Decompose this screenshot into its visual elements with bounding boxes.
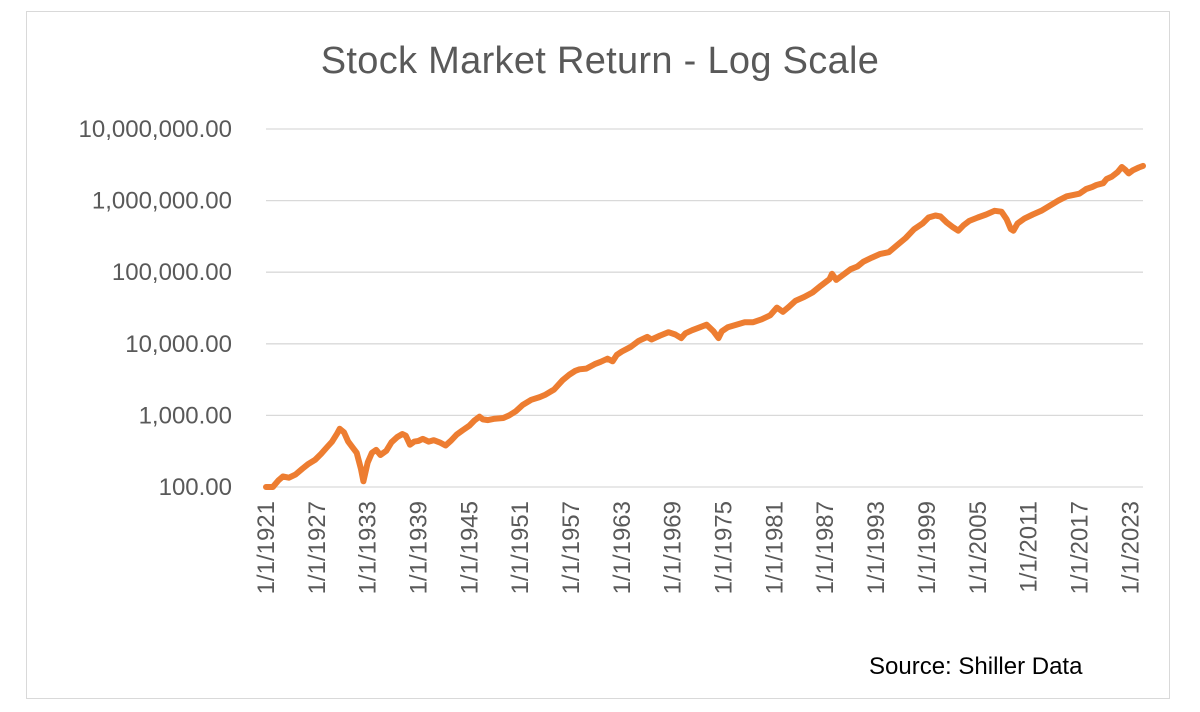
x-tick-label: 1/1/1957: [558, 501, 585, 594]
chart-title: Stock Market Return - Log Scale: [320, 40, 880, 82]
x-tick-label: 1/1/1951: [507, 501, 534, 594]
y-tick-label: 10,000,000.00: [79, 116, 232, 143]
y-tick-label: 100.00: [159, 474, 232, 501]
y-tick-label: 1,000,000.00: [92, 188, 232, 215]
gridlines: [266, 128, 1143, 488]
x-tick-label: 1/1/1945: [456, 501, 483, 594]
x-tick-label: 1/1/1987: [812, 501, 839, 594]
x-tick-label: 1/1/2005: [965, 501, 992, 594]
x-tick-label: 1/1/1921: [253, 501, 280, 594]
x-tick-label: 1/1/2023: [1117, 501, 1144, 594]
chart-frame: [26, 11, 1170, 699]
x-tick-label: 1/1/1981: [761, 501, 788, 594]
x-tick-label: 1/1/1933: [355, 501, 382, 594]
y-tick-label: 1,000.00: [139, 402, 232, 429]
x-tick-label: 1/1/1993: [863, 501, 890, 594]
x-tick-label: 1/1/1975: [711, 501, 738, 594]
x-tick-label: 1/1/1963: [609, 501, 636, 594]
x-tick-label: 1/1/1927: [304, 501, 331, 594]
y-axis-ticks: 100.00 1,000.00 10,000.00 100,000.00 1,000,0…: [79, 116, 232, 501]
x-tick-label: 1/1/1969: [660, 501, 687, 594]
series-line: [263, 162, 1146, 490]
x-tick-label: 1/1/1999: [914, 501, 941, 594]
x-tick-label: 1/1/2011: [1016, 501, 1043, 593]
y-tick-label: 10,000.00: [125, 331, 232, 358]
x-axis-ticks: 1/1/1921 1/1/1927 1/1/1933 1/1/1939 1/1/1945…: [253, 501, 1144, 594]
x-tick-label: 1/1/1939: [406, 501, 433, 594]
source-note: Source: Shiller Data: [869, 653, 1083, 680]
y-tick-label: 100,000.00: [112, 259, 232, 286]
x-tick-label: 1/1/2017: [1066, 501, 1093, 594]
